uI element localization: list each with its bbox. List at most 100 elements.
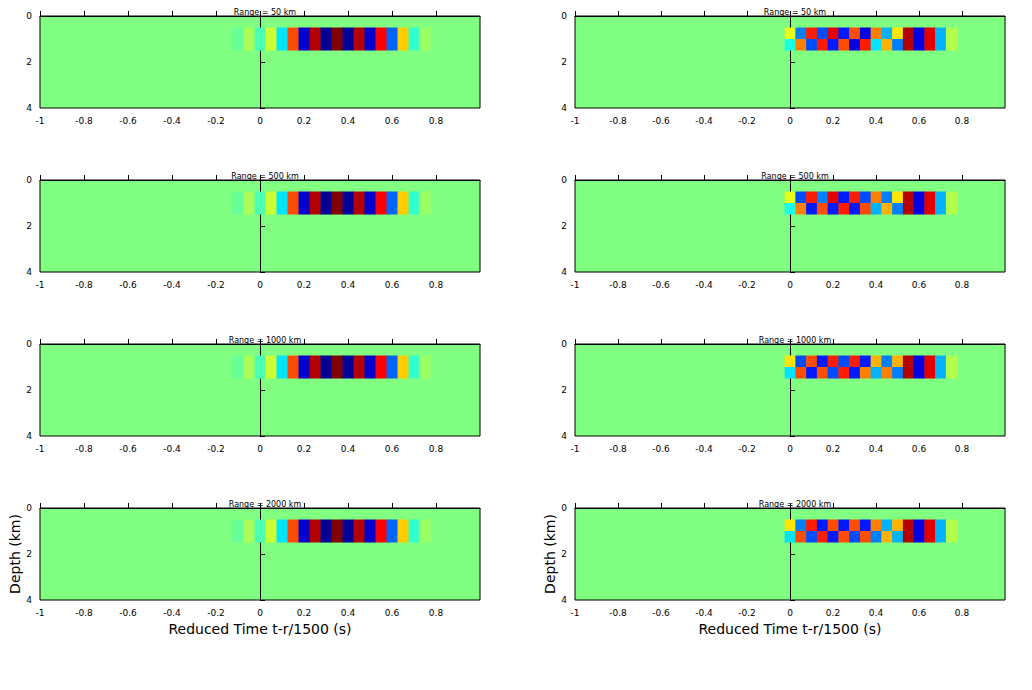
svg-text:0: 0 <box>561 339 567 349</box>
svg-text:0: 0 <box>787 444 793 454</box>
svg-text:0: 0 <box>561 11 567 21</box>
svg-text:0: 0 <box>257 608 263 618</box>
svg-text:-0.6: -0.6 <box>119 280 137 290</box>
svg-text:-0.6: -0.6 <box>652 608 670 618</box>
svg-text:0.2: 0.2 <box>297 608 311 618</box>
svg-text:Depth (km): Depth (km) <box>542 514 558 594</box>
svg-text:Range = 1000 km: Range = 1000 km <box>229 336 302 345</box>
svg-text:2: 2 <box>26 385 32 395</box>
svg-text:0.6: 0.6 <box>385 444 400 454</box>
svg-text:-0.6: -0.6 <box>652 116 670 126</box>
svg-text:-0.2: -0.2 <box>207 444 225 454</box>
svg-text:0: 0 <box>257 116 263 126</box>
svg-text:0.8: 0.8 <box>429 280 444 290</box>
svg-text:0.8: 0.8 <box>429 116 444 126</box>
svg-text:-0.4: -0.4 <box>695 280 713 290</box>
svg-text:0.6: 0.6 <box>385 116 400 126</box>
svg-text:-0.2: -0.2 <box>738 280 756 290</box>
svg-text:0.2: 0.2 <box>826 608 840 618</box>
svg-text:-0.4: -0.4 <box>163 116 181 126</box>
svg-text:0.8: 0.8 <box>955 608 970 618</box>
svg-text:0.2: 0.2 <box>297 444 311 454</box>
svg-text:0.4: 0.4 <box>341 444 356 454</box>
svg-text:0.2: 0.2 <box>297 116 311 126</box>
svg-text:0.2: 0.2 <box>826 280 840 290</box>
svg-text:0: 0 <box>26 175 32 185</box>
svg-text:0.4: 0.4 <box>341 608 356 618</box>
svg-text:0.8: 0.8 <box>955 280 970 290</box>
svg-text:0: 0 <box>26 11 32 21</box>
svg-text:4: 4 <box>26 595 32 605</box>
svg-text:Reduced Time t-r/1500 (s): Reduced Time t-r/1500 (s) <box>698 621 881 637</box>
svg-text:0.6: 0.6 <box>385 280 400 290</box>
svg-text:4: 4 <box>26 103 32 113</box>
svg-text:-0.8: -0.8 <box>609 444 627 454</box>
svg-text:Range = 50 km: Range = 50 km <box>764 8 827 17</box>
svg-text:-0.8: -0.8 <box>75 444 93 454</box>
svg-text:4: 4 <box>26 267 32 277</box>
svg-text:Range = 2000 km: Range = 2000 km <box>229 500 302 509</box>
svg-text:-1: -1 <box>571 116 580 126</box>
svg-text:0.6: 0.6 <box>912 608 927 618</box>
svg-text:0: 0 <box>26 339 32 349</box>
svg-text:0: 0 <box>787 280 793 290</box>
svg-text:0.4: 0.4 <box>869 608 884 618</box>
svg-text:-0.4: -0.4 <box>163 280 181 290</box>
svg-text:0.2: 0.2 <box>297 280 311 290</box>
svg-text:0.8: 0.8 <box>429 608 444 618</box>
svg-text:0.6: 0.6 <box>385 608 400 618</box>
svg-text:0.8: 0.8 <box>429 444 444 454</box>
svg-text:-0.8: -0.8 <box>75 116 93 126</box>
svg-text:0.8: 0.8 <box>955 444 970 454</box>
svg-text:Reduced Time t-r/1500 (s): Reduced Time t-r/1500 (s) <box>168 621 351 637</box>
svg-text:-0.6: -0.6 <box>119 444 137 454</box>
svg-text:4: 4 <box>561 267 567 277</box>
svg-text:-1: -1 <box>36 608 45 618</box>
svg-text:-0.2: -0.2 <box>207 116 225 126</box>
svg-text:Range = 500 km: Range = 500 km <box>761 172 829 181</box>
svg-text:-0.6: -0.6 <box>652 280 670 290</box>
svg-text:-0.8: -0.8 <box>609 116 627 126</box>
svg-text:0.2: 0.2 <box>826 444 840 454</box>
svg-text:-1: -1 <box>571 280 580 290</box>
svg-text:-1: -1 <box>571 444 580 454</box>
svg-text:2: 2 <box>561 57 567 67</box>
svg-text:4: 4 <box>561 103 567 113</box>
svg-text:Range = 500 km: Range = 500 km <box>231 172 299 181</box>
svg-text:2: 2 <box>561 385 567 395</box>
svg-text:0.4: 0.4 <box>341 116 356 126</box>
svg-text:-0.2: -0.2 <box>207 280 225 290</box>
svg-text:0.8: 0.8 <box>955 116 970 126</box>
svg-text:0.2: 0.2 <box>826 116 840 126</box>
svg-text:4: 4 <box>26 431 32 441</box>
svg-text:-0.4: -0.4 <box>695 444 713 454</box>
svg-text:-1: -1 <box>36 280 45 290</box>
svg-text:4: 4 <box>561 431 567 441</box>
svg-text:0.4: 0.4 <box>869 444 884 454</box>
svg-text:0: 0 <box>257 444 263 454</box>
svg-text:Range = 50 km: Range = 50 km <box>234 8 297 17</box>
svg-text:-0.2: -0.2 <box>738 608 756 618</box>
svg-text:Range = 1000 km: Range = 1000 km <box>759 336 832 345</box>
svg-text:-0.4: -0.4 <box>163 608 181 618</box>
svg-text:-0.6: -0.6 <box>119 116 137 126</box>
svg-text:0.6: 0.6 <box>912 444 927 454</box>
svg-text:0.6: 0.6 <box>912 280 927 290</box>
svg-text:0.4: 0.4 <box>341 280 356 290</box>
svg-text:-0.4: -0.4 <box>163 444 181 454</box>
svg-text:-1: -1 <box>36 444 45 454</box>
svg-text:0.4: 0.4 <box>869 280 884 290</box>
svg-text:2: 2 <box>26 549 32 559</box>
svg-text:Depth (km): Depth (km) <box>7 514 23 594</box>
svg-text:4: 4 <box>561 595 567 605</box>
svg-text:-1: -1 <box>571 608 580 618</box>
svg-text:0: 0 <box>257 280 263 290</box>
svg-text:-0.6: -0.6 <box>119 608 137 618</box>
svg-text:-0.8: -0.8 <box>609 280 627 290</box>
svg-text:0.4: 0.4 <box>869 116 884 126</box>
svg-text:-0.4: -0.4 <box>695 608 713 618</box>
svg-text:0: 0 <box>787 116 793 126</box>
svg-text:-0.4: -0.4 <box>695 116 713 126</box>
svg-text:-0.2: -0.2 <box>738 444 756 454</box>
svg-text:-0.8: -0.8 <box>609 608 627 618</box>
